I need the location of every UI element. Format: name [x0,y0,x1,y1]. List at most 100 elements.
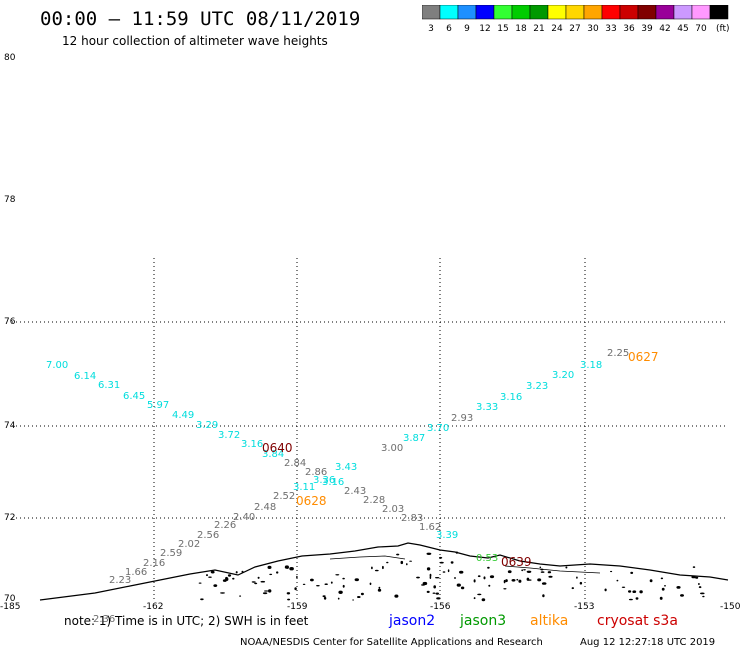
lake [579,581,583,585]
wave-height-value: 3.72 [218,430,240,441]
lake [260,580,266,583]
wave-height-value: 2.59 [160,548,182,559]
lake [426,567,431,571]
lake [400,560,404,565]
lake [503,588,507,590]
lat-label: 70 [4,594,16,604]
wave-height-value: 0.53 [476,553,498,564]
lat-label: 74 [4,421,16,431]
lake [505,579,508,583]
colorbar-label: 33 [605,24,616,34]
lake [241,570,244,573]
lake [429,573,432,577]
colorbar-label: 30 [587,24,599,34]
lake [369,582,372,586]
page-title: 00:00 – 11:59 UTC 08/11/2019 [40,8,361,30]
lat-label: 78 [4,195,16,205]
lake [548,575,553,578]
colorbar-swatch [709,5,729,20]
lake [296,575,298,579]
wave-height-value: 3.18 [580,360,602,371]
lake [213,584,218,587]
lake [198,582,202,584]
lake [628,590,632,593]
wave-height-value: 2.52 [273,491,295,502]
wave-height-value: 1.66 [125,567,147,578]
lake [310,578,314,582]
lake [660,577,664,580]
lake [459,570,464,574]
lake [432,592,436,594]
wave-height-value: 3.16 [322,477,344,488]
lake [257,576,260,579]
lake [473,597,476,600]
wave-height-value: 3.11 [293,482,315,493]
lake [571,587,574,590]
lake [342,577,345,580]
lake [542,594,545,598]
wave-height-value: 2.25 [607,348,629,359]
footer-timestamp: Aug 12 12:27:18 UTC 2019 [580,637,715,648]
colorbar-label: 39 [641,24,653,34]
wave-height-value: 2.83 [401,513,423,524]
wave-height-value: 2.16 [143,558,165,569]
lake [422,581,428,586]
lake [394,594,399,598]
lake [360,592,364,596]
lake [276,571,279,574]
colorbar-label: 70 [695,24,707,34]
wave-height-value: 2.02 [178,539,200,550]
lon-label: -159 [287,602,308,612]
lake [322,595,326,598]
lake [371,566,373,570]
lake [254,582,258,585]
lake [604,588,607,592]
lake [477,593,482,596]
lake [488,584,491,587]
legend-jason2: jason2 [388,613,435,629]
wave-height-value: 2.84 [284,458,306,469]
lake [521,569,524,572]
lake [268,589,272,593]
wave-height-value: 2.48 [254,502,276,513]
wave-height-value: 4.49 [172,410,194,421]
lake [473,579,476,583]
lake [227,574,232,577]
lake [526,570,532,573]
lake [426,552,432,555]
lake [511,579,516,582]
lake [435,577,440,579]
lake [460,586,465,590]
wave-height-value: 3.20 [552,370,574,381]
wave-points-cryosat: 2.36 2.231.662.162.592.022.562.262.402.48… [93,348,629,625]
lake [342,584,345,588]
colorbar-label: 21 [533,24,544,34]
lake [200,598,204,601]
lake [426,590,430,594]
lake [632,590,637,593]
lake [516,578,519,581]
colorbar-label: 3 [428,24,434,34]
wave-height-value: 2.03 [382,504,404,515]
lake [523,569,526,571]
lake [324,583,328,585]
colorbar-label: 9 [464,24,470,34]
lon-label: -156 [430,602,451,612]
wave-height-value: 2.23 [109,575,131,586]
lake [302,583,306,586]
colorbar-label: 6 [446,24,452,34]
pass-time-label: 0628 [296,494,327,508]
lake [692,566,696,568]
wave-height-value: 3.87 [403,433,425,444]
lake [565,566,568,569]
lake [439,561,444,564]
lake [396,553,400,556]
lake [323,596,327,600]
wave-height-value: 3.70 [427,423,449,434]
lake [435,592,439,595]
lake [409,560,412,562]
wave-height-value: 2.26 [214,520,236,531]
lake [352,599,354,601]
colorbar-label: 45 [677,24,688,34]
